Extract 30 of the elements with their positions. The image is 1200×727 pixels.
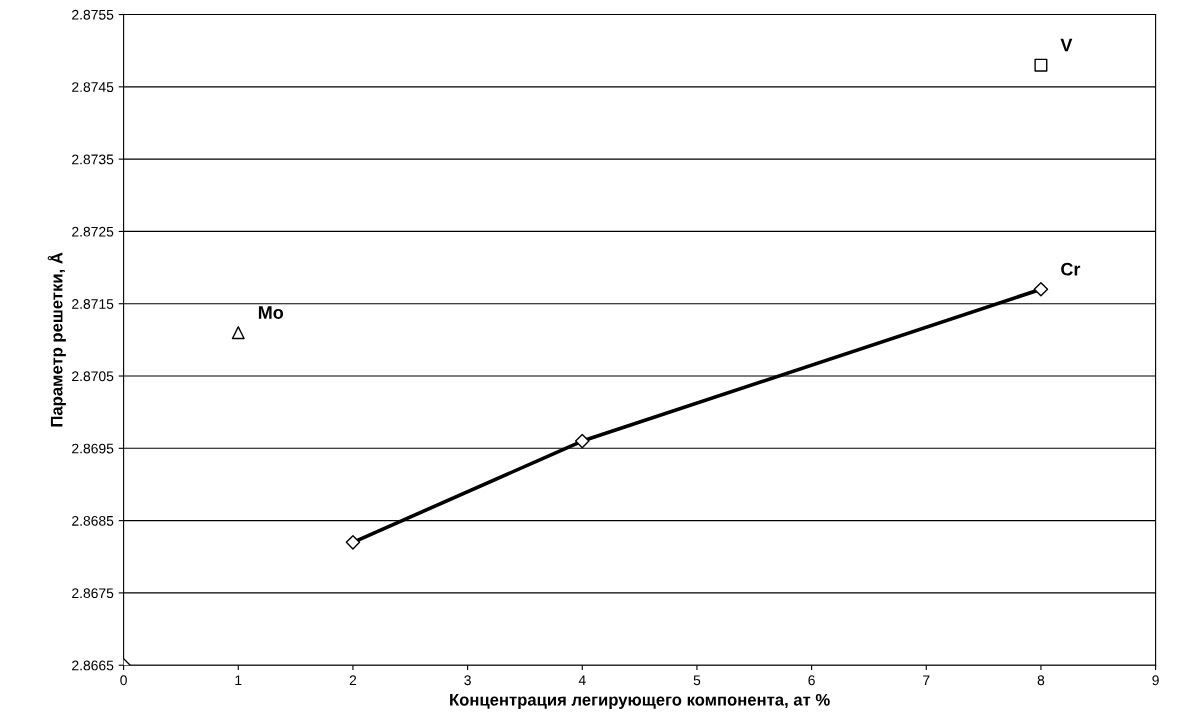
x-tick-label: 4 [578, 675, 586, 685]
series-label: Mo [258, 306, 284, 319]
y-tick-label: 2.8695 [72, 443, 114, 454]
point [574, 433, 590, 449]
x-axis-title: Концентрация легирующего компонента, ат % [450, 693, 830, 709]
x-tick-label: 6 [808, 675, 815, 686]
series-label: Cr [1061, 262, 1081, 276]
y-tick-label: 2.8665 [72, 660, 114, 671]
y-tick-label: 2.8725 [72, 226, 114, 237]
y-tick-label: 2.8745 [72, 82, 114, 93]
point [1034, 58, 1048, 72]
x-tick-label: 2 [349, 675, 357, 685]
x-tick-label: 8 [1037, 675, 1045, 686]
point [1033, 281, 1049, 297]
x-tick-label: 9 [1152, 675, 1159, 686]
x-tick-label: 3 [464, 675, 471, 686]
point [345, 535, 361, 550]
x-tick-label: 0 [120, 675, 127, 686]
y-tick-label: 2.8735 [72, 154, 114, 165]
x-tick-label: 1 [235, 675, 242, 685]
point [231, 326, 245, 340]
y-tick-label: 2.8685 [72, 515, 114, 526]
y-axis-title: Параметр решетки, Å [47, 252, 66, 427]
x-tick-label: 7 [923, 675, 930, 685]
y-tick-label: 2.8675 [72, 588, 114, 599]
y-tick-label: 2.8755 [72, 9, 114, 20]
series-label: V [1060, 38, 1073, 52]
y-tick-label: 2.8715 [72, 299, 114, 309]
y-tick-label: 2.8705 [72, 371, 114, 382]
x-tick-label: 5 [693, 675, 701, 686]
